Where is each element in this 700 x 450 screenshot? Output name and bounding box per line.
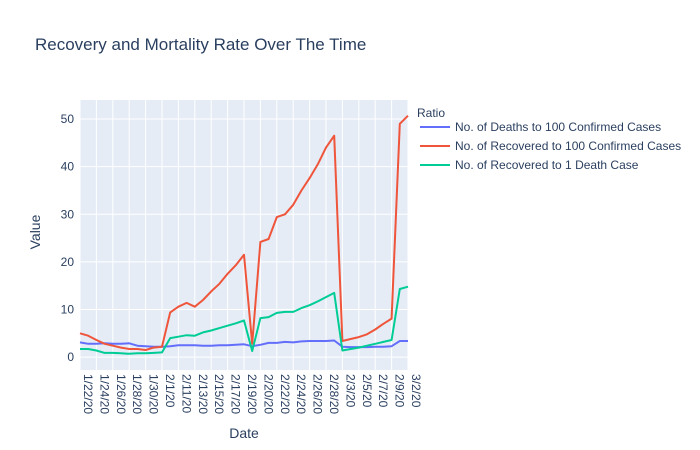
x-tick-label: 1/22/20	[81, 374, 95, 414]
x-tick-label: 1/30/20	[147, 374, 161, 414]
legend-items: No. of Deaths to 100 Confirmed Cases No. …	[420, 120, 681, 172]
x-tick-label: 2/22/20	[278, 374, 292, 414]
legend-label: No. of Recovered to 100 Confirmed Cases	[455, 139, 681, 153]
x-tick-label: 2/3/20	[343, 374, 357, 408]
y-tick-label: 0	[67, 350, 74, 364]
legend-label: No. of Recovered to 1 Death Case	[455, 158, 639, 172]
x-tick-label: 2/5/20	[360, 374, 374, 408]
x-tick-label: 2/13/20	[196, 374, 210, 414]
x-tick-labels: 1/22/20 1/24/20 1/26/20 1/28/20 1/30/20 2/1/2…	[81, 374, 423, 414]
y-tick-label: 10	[61, 303, 75, 317]
x-tick-label: 2/20/20	[261, 374, 275, 414]
x-tick-label: 2/9/20	[393, 374, 407, 408]
x-tick-label: 2/26/20	[311, 374, 325, 414]
x-axis-title: Date	[229, 425, 259, 441]
y-tick-labels: 0 10 20 30 40 50	[61, 112, 75, 364]
x-tick-label: 1/24/20	[97, 374, 111, 414]
legend-item-2[interactable]: No. of Recovered to 100 Confirmed Cases	[420, 139, 681, 153]
y-tick-label: 40	[61, 160, 75, 174]
series-lines	[79, 114, 409, 355]
x-tick-label: 2/19/20	[245, 374, 259, 414]
x-gridlines	[79, 100, 409, 370]
legend-item-3[interactable]: No. of Recovered to 1 Death Case	[420, 158, 639, 172]
series-line-2	[79, 114, 409, 351]
legend-title: Ratio	[417, 106, 445, 120]
x-tick-label: 2/28/20	[327, 374, 341, 414]
legend-label: No. of Deaths to 100 Confirmed Cases	[455, 120, 661, 134]
x-tick-label: 2/24/20	[294, 374, 308, 414]
y-tick-label: 50	[61, 112, 75, 126]
y-tick-label: 20	[61, 255, 75, 269]
chart-title: Recovery and Mortality Rate Over The Tim…	[35, 35, 366, 54]
x-tick-label: 2/7/20	[376, 374, 390, 408]
x-tick-label: 2/11/20	[179, 374, 193, 413]
legend-item-1[interactable]: No. of Deaths to 100 Confirmed Cases	[420, 120, 661, 134]
x-tick-label: 1/28/20	[130, 374, 144, 414]
y-axis-title: Value	[27, 214, 43, 249]
x-tick-label: 3/2/20	[409, 374, 423, 408]
x-tick-label: 2/15/20	[212, 374, 226, 414]
series-line-3	[80, 285, 409, 355]
legend[interactable]: Ratio No. of Deaths to 100 Confirmed Cas…	[417, 106, 681, 172]
x-tick-label: 1/26/20	[114, 374, 128, 414]
x-tick-label: 2/1/20	[163, 374, 177, 408]
series-line-1	[79, 339, 408, 349]
y-tick-label: 30	[61, 207, 75, 221]
x-tick-label: 2/17/20	[229, 374, 243, 414]
